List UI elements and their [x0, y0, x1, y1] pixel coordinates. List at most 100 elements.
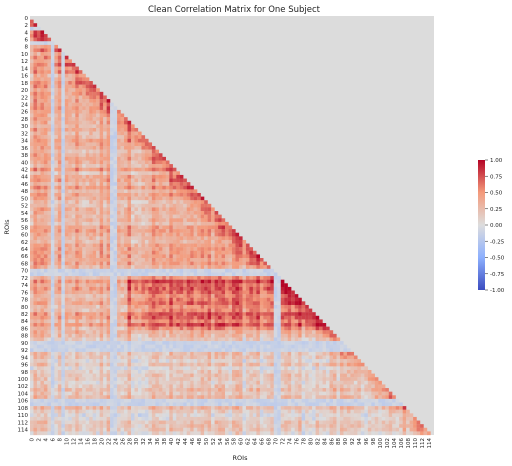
- heatmap-cell: [270, 279, 274, 284]
- heatmap-cell: [106, 297, 111, 302]
- heatmap-cell: [131, 232, 135, 237]
- heatmap-cell: [183, 315, 187, 320]
- heatmap-cell: [103, 214, 107, 219]
- heatmap-cell: [151, 207, 156, 212]
- heatmap-cell: [68, 258, 72, 262]
- heatmap-cell: [131, 373, 135, 378]
- heatmap-cell: [225, 229, 229, 233]
- heatmap-cell: [127, 301, 132, 306]
- heatmap-cell: [85, 330, 90, 335]
- heatmap-cell: [120, 351, 125, 356]
- heatmap-cell: [151, 377, 156, 381]
- heatmap-cell: [106, 153, 111, 158]
- heatmap-cell: [131, 344, 135, 349]
- heatmap-cell: [242, 369, 247, 374]
- heatmap-cell: [151, 304, 156, 309]
- heatmap-cell: [30, 200, 34, 204]
- heatmap-cell: [89, 142, 93, 147]
- heatmap-cell: [85, 120, 90, 125]
- heatmap-cell: [36, 109, 41, 114]
- heatmap-cell: [315, 355, 320, 360]
- heatmap-cell: [78, 258, 83, 262]
- heatmap-cell: [287, 362, 292, 367]
- heatmap-cell: [89, 164, 93, 168]
- heatmap-cell: [89, 207, 93, 212]
- heatmap-cell: [110, 377, 114, 381]
- heatmap-cell: [165, 290, 170, 295]
- heatmap-cell: [249, 341, 254, 345]
- heatmap-cell: [277, 373, 281, 378]
- heatmap-cell: [113, 294, 118, 298]
- heatmap-cell: [57, 337, 62, 342]
- heatmap-cell: [85, 348, 90, 353]
- heatmap-cell: [61, 55, 65, 60]
- heatmap-cell: [186, 207, 191, 212]
- heatmap-cell: [259, 319, 264, 324]
- heatmap-cell: [85, 127, 90, 132]
- heatmap-cell: [172, 182, 177, 186]
- heatmap-cell: [40, 344, 45, 349]
- heatmap-cell: [43, 377, 48, 381]
- heatmap-cell: [137, 333, 142, 338]
- heatmap-cell: [200, 214, 205, 219]
- heatmap-cell: [141, 337, 146, 342]
- heatmap-cell: [61, 333, 65, 338]
- heatmap-cell: [245, 359, 250, 363]
- heatmap-cell: [134, 290, 139, 295]
- heatmap-cell: [131, 211, 135, 215]
- heatmap-cell: [225, 359, 229, 363]
- heatmap-cell: [270, 319, 274, 324]
- heatmap-cell: [245, 261, 250, 266]
- heatmap-cell: [99, 377, 104, 381]
- heatmap-cell: [36, 319, 41, 324]
- heatmap-cell: [207, 218, 212, 223]
- heatmap-cell: [273, 326, 278, 331]
- heatmap-cell: [301, 301, 306, 306]
- heatmap-cell: [89, 185, 93, 190]
- heatmap-cell: [113, 207, 118, 212]
- heatmap-cell: [40, 189, 45, 194]
- heatmap-cell: [312, 333, 316, 338]
- heatmap-cell: [270, 297, 274, 302]
- heatmap-cell: [68, 232, 72, 237]
- heatmap-cell: [64, 178, 69, 183]
- heatmap-cell: [50, 312, 55, 316]
- heatmap-cell: [64, 102, 69, 107]
- heatmap-cell: [47, 88, 52, 92]
- heatmap-cell: [214, 304, 219, 309]
- heatmap-cell: [99, 283, 104, 288]
- heatmap-cell: [36, 124, 41, 129]
- heatmap-cell: [162, 315, 166, 320]
- heatmap-cell: [117, 196, 121, 201]
- heatmap-cell: [235, 243, 240, 248]
- heatmap-cell: [204, 250, 208, 255]
- heatmap-cell: [78, 185, 83, 190]
- heatmap-cell: [162, 214, 166, 219]
- heatmap-cell: [158, 294, 163, 298]
- heatmap-cell: [141, 218, 146, 223]
- heatmap-cell: [103, 304, 107, 309]
- heatmap-cell: [43, 99, 48, 103]
- heatmap-cell: [162, 268, 166, 273]
- heatmap-cell: [40, 77, 45, 82]
- heatmap-cell: [162, 286, 166, 291]
- heatmap-cell: [207, 258, 212, 262]
- heatmap-cell: [64, 185, 69, 190]
- heatmap-cell: [238, 312, 243, 316]
- heatmap-cell: [242, 323, 247, 327]
- heatmap-cell: [169, 326, 173, 331]
- heatmap-cell: [277, 286, 281, 291]
- heatmap-cell: [82, 200, 86, 204]
- heatmap-cell: [151, 344, 156, 349]
- heatmap-cell: [57, 236, 62, 241]
- heatmap-cell: [50, 84, 55, 89]
- heatmap-cell: [47, 66, 52, 71]
- heatmap-cell: [40, 250, 45, 255]
- heatmap-cell: [197, 243, 201, 248]
- heatmap-cell: [238, 268, 243, 273]
- heatmap-cell: [131, 359, 135, 363]
- heatmap-cell: [287, 373, 292, 378]
- heatmap-cell: [141, 239, 146, 244]
- heatmap-cell: [43, 52, 48, 56]
- heatmap-cell: [124, 301, 128, 306]
